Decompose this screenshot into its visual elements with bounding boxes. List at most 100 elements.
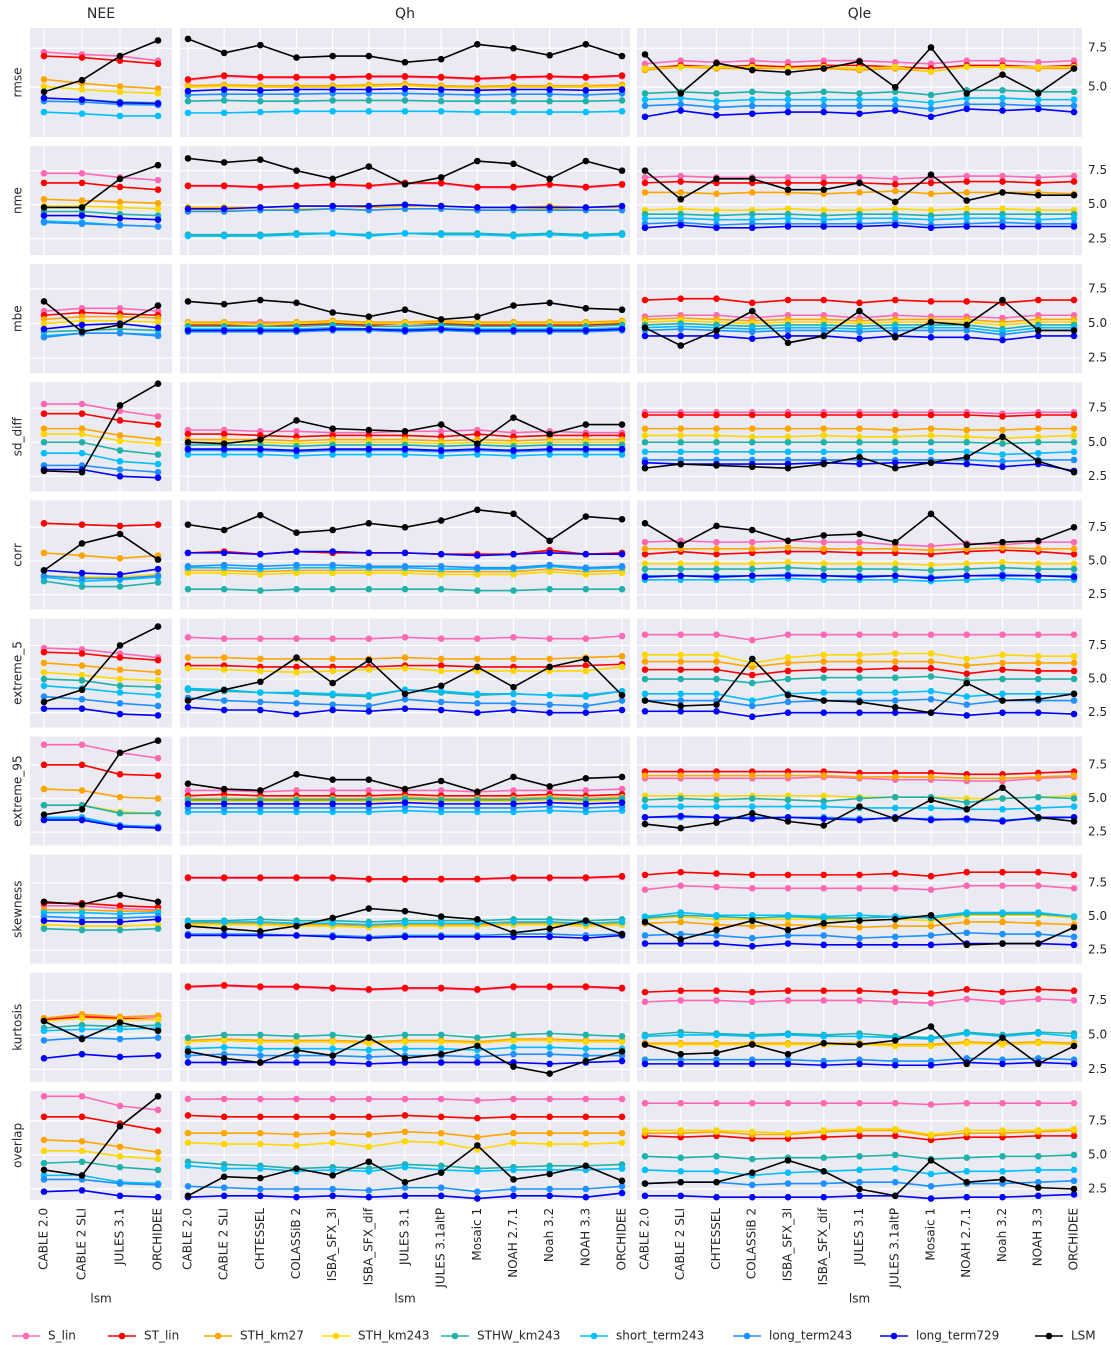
data-point [220, 1129, 228, 1137]
data-point [154, 1148, 162, 1156]
data-point [510, 1113, 517, 1121]
data-point [927, 631, 935, 638]
legend-marker [214, 1332, 222, 1340]
data-point [546, 783, 553, 790]
data-point [293, 874, 300, 881]
data-point [856, 538, 863, 546]
data-point [999, 172, 1006, 180]
data-point [677, 107, 685, 114]
data-point [856, 987, 863, 995]
data-point [856, 453, 863, 461]
panel [637, 146, 1082, 256]
data-point [154, 451, 162, 458]
data-point [784, 332, 792, 340]
data-point [820, 1099, 828, 1107]
data-point [329, 585, 336, 593]
data-point [999, 101, 1006, 108]
data-point [999, 178, 1006, 185]
data-point [293, 1165, 300, 1172]
data-point [40, 572, 48, 580]
data-point [963, 1154, 971, 1161]
series-line [43, 300, 159, 333]
data-point [401, 201, 409, 208]
data-point [154, 691, 162, 699]
data-point [78, 1015, 86, 1022]
data-point [618, 72, 626, 79]
data-point [999, 690, 1006, 698]
data-point [748, 713, 756, 721]
panel [30, 854, 172, 964]
data-point [582, 1193, 590, 1201]
data-point [820, 223, 828, 230]
data-point [1034, 560, 1042, 567]
data-point [220, 1113, 228, 1121]
data-point [856, 299, 863, 307]
row-label: extreme_95 [11, 755, 25, 826]
data-point [510, 1166, 517, 1174]
data-point [116, 466, 124, 473]
data-point [184, 205, 192, 213]
data-point [510, 874, 517, 881]
data-point [474, 430, 481, 438]
data-point [1070, 425, 1078, 432]
data-point [78, 705, 86, 712]
data-point [641, 651, 649, 659]
data-point [546, 1095, 553, 1103]
data-point [891, 704, 899, 711]
data-point [78, 1050, 86, 1058]
x-tick-label: CHTESSEL [253, 1208, 267, 1270]
data-point [116, 1143, 124, 1151]
data-point [713, 631, 720, 638]
data-point [1034, 96, 1042, 103]
data-point [154, 324, 162, 331]
data-point [677, 295, 685, 302]
data-point [1070, 178, 1078, 185]
data-point [184, 430, 192, 438]
x-tick-label: JULES 3.1altP [434, 1208, 448, 1289]
data-point [401, 1055, 409, 1062]
data-point [1070, 1185, 1078, 1193]
data-point [510, 1050, 517, 1058]
data-point [891, 870, 899, 877]
data-point [293, 1131, 300, 1138]
data-point [927, 575, 935, 582]
data-point [546, 1037, 553, 1044]
data-point [713, 987, 720, 995]
data-point [474, 183, 481, 191]
data-point [1034, 63, 1042, 71]
data-point [220, 1173, 228, 1181]
data-point [154, 440, 162, 447]
data-point [184, 521, 192, 528]
data-point [784, 1169, 792, 1176]
data-point [748, 810, 756, 817]
data-point [891, 96, 899, 103]
data-point [510, 690, 517, 698]
x-tick-label: CABLE 2 SLI [673, 1208, 687, 1280]
series-line [43, 671, 159, 682]
y-tick-label: 7.5 [1088, 282, 1107, 296]
data-point [641, 459, 649, 466]
data-point [293, 54, 300, 61]
data-point [748, 545, 756, 553]
data-point [510, 564, 517, 571]
data-point [437, 447, 445, 454]
y-tick-label: 2.5 [1088, 1062, 1107, 1076]
data-point [329, 701, 336, 708]
data-point [257, 1165, 264, 1172]
data-point [329, 1031, 336, 1039]
data-point [184, 634, 192, 641]
data-point [184, 1112, 192, 1119]
data-point [40, 410, 48, 417]
data-point [784, 102, 792, 110]
data-point [677, 1127, 685, 1134]
data-point [365, 1060, 373, 1068]
data-point [220, 445, 228, 453]
data-point [78, 1113, 86, 1121]
data-point [999, 1060, 1006, 1068]
data-point [220, 981, 228, 989]
data-point [293, 231, 300, 238]
data-point [1034, 327, 1042, 334]
data-point [116, 432, 124, 439]
data-point [582, 550, 590, 558]
data-point [184, 155, 192, 162]
